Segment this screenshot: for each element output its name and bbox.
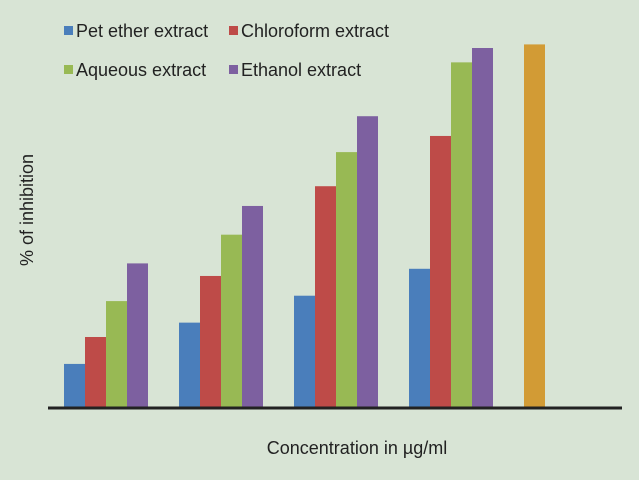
legend-item-pet-ether: Pet ether extract: [64, 21, 208, 41]
bar-pet-ether-group-4: [409, 268, 430, 407]
legend-item-aqueous: Aqueous extract: [64, 60, 206, 80]
bar-aqueous-group-4: [451, 62, 472, 408]
bars-group: [64, 44, 545, 408]
bar-aqueous-group-2: [221, 234, 242, 407]
legend-swatch-ethanol: [229, 65, 238, 74]
bar-pet-ether-group-1: [64, 363, 85, 407]
bar-ethanol-group-3: [357, 116, 378, 408]
bar-chloroform-group-1: [85, 336, 106, 407]
y-axis-title: % of inhibition: [17, 154, 37, 266]
bar-chloroform-group-3: [315, 186, 336, 407]
bar-aqueous-group-1: [106, 301, 127, 407]
legend-label-chloroform: Chloroform extract: [241, 21, 389, 41]
legend-label-ethanol: Ethanol extract: [241, 60, 361, 80]
legend-item-ethanol: Ethanol extract: [229, 60, 361, 80]
bar-pet-ether-group-3: [294, 295, 315, 407]
legend: Pet ether extract Chloroform extract Aqu…: [64, 21, 389, 80]
bar-standard-group-5: [524, 44, 545, 407]
bar-ethanol-group-4: [472, 48, 493, 407]
bar-aqueous-group-3: [336, 152, 357, 407]
bar-ethanol-group-1: [127, 263, 148, 407]
x-axis-title: Concentration in µg/ml: [267, 438, 447, 458]
bar-chloroform-group-4: [430, 135, 451, 407]
bar-ethanol-group-2: [242, 205, 263, 407]
legend-swatch-pet-ether: [64, 26, 73, 35]
legend-item-chloroform: Chloroform extract: [229, 21, 389, 41]
legend-label-aqueous: Aqueous extract: [76, 60, 206, 80]
legend-swatch-aqueous: [64, 65, 73, 74]
legend-swatch-chloroform: [229, 26, 238, 35]
bar-pet-ether-group-2: [179, 322, 200, 407]
legend-label-pet-ether: Pet ether extract: [76, 21, 208, 41]
bar-chloroform-group-2: [200, 275, 221, 407]
